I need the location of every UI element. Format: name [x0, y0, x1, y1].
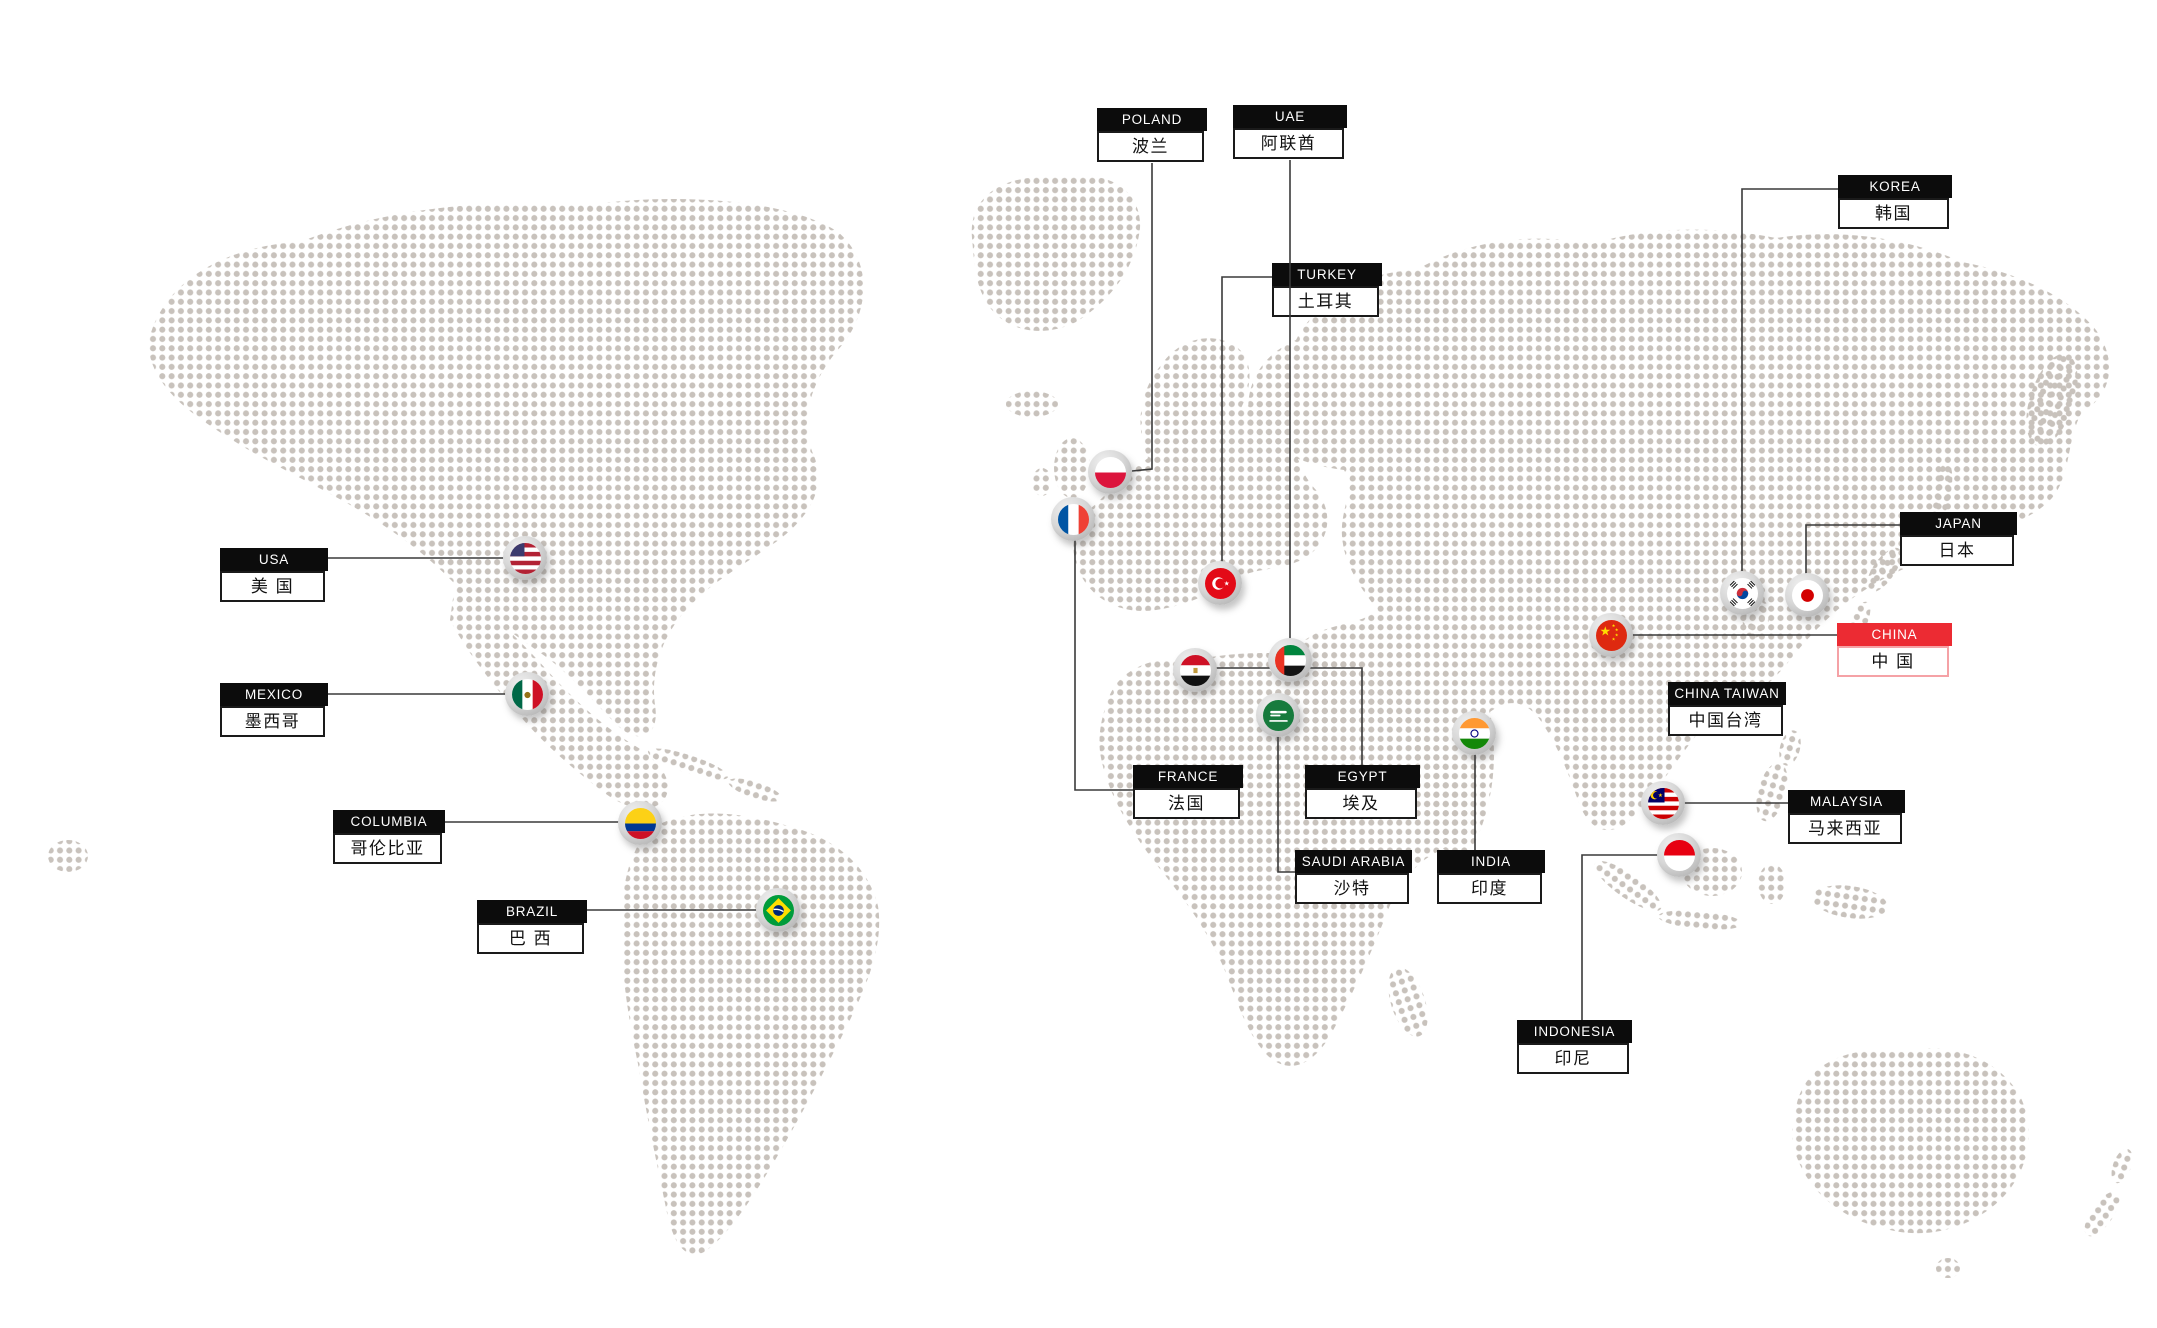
label-japan: JAPAN 日本	[1900, 512, 2017, 566]
label-china-taiwan-en: CHINA TAIWAN	[1668, 682, 1786, 705]
label-mexico: MEXICO 墨西哥	[220, 683, 328, 737]
tasmania	[1936, 1258, 1960, 1278]
uae-flag-marker	[1268, 638, 1312, 682]
sulawesi	[1758, 864, 1786, 904]
label-indonesia-zh: 印尼	[1517, 1043, 1629, 1074]
continent-north-america	[148, 199, 864, 737]
label-poland-en: POLAND	[1097, 108, 1207, 131]
continent-asia	[1248, 229, 2110, 855]
continent-south-america	[621, 813, 880, 1255]
sumatra	[1594, 861, 1662, 911]
label-china: CHINA 中 国	[1837, 623, 1952, 677]
colombia-flag-marker	[618, 801, 662, 845]
india-flag-marker	[1452, 711, 1496, 755]
label-turkey-en: TURKEY	[1272, 263, 1382, 286]
java	[1658, 910, 1742, 930]
brazil-flag-marker	[756, 888, 800, 932]
label-malaysia-zh: 马来西亚	[1788, 813, 1902, 844]
label-japan-zh: 日本	[1900, 535, 2014, 566]
malaysia-flag-marker	[1641, 781, 1685, 825]
turkey-flag-marker	[1198, 561, 1242, 605]
label-china-taiwan-zh: 中国台湾	[1668, 705, 1783, 736]
label-malaysia-en: MALAYSIA	[1788, 790, 1905, 813]
label-brazil-zh: 巴 西	[477, 923, 584, 954]
japan-flag-marker	[1785, 573, 1829, 617]
label-india: INDIA 印度	[1437, 850, 1545, 904]
label-uae: UAE 阿联酋	[1233, 105, 1347, 159]
china-flag-marker	[1589, 613, 1633, 657]
label-france-zh: 法国	[1133, 788, 1240, 819]
new-guinea	[1812, 885, 1888, 919]
label-saudi-arabia-zh: 沙特	[1295, 873, 1409, 904]
greenland	[971, 175, 1141, 331]
label-indonesia-en: INDONESIA	[1517, 1020, 1632, 1043]
continent-australia	[1792, 1048, 2029, 1234]
label-usa-en: USA	[220, 548, 328, 571]
label-turkey-zh: 土耳其	[1272, 286, 1379, 317]
label-egypt-en: EGYPT	[1305, 765, 1420, 788]
usa-flag-marker	[503, 536, 547, 580]
continent-central-america	[450, 584, 669, 809]
label-egypt-zh: 埃及	[1305, 788, 1417, 819]
label-columbia-zh: 哥伦比亚	[333, 833, 442, 864]
france-flag-marker	[1051, 497, 1095, 541]
philippines	[1756, 762, 1788, 822]
saudi-arabia-flag-marker	[1256, 693, 1300, 737]
label-usa-zh: 美 国	[220, 571, 325, 602]
label-korea-en: KOREA	[1838, 175, 1952, 198]
britain	[1054, 438, 1090, 498]
label-turkey: TURKEY 土耳其	[1272, 263, 1382, 317]
egypt-flag-marker	[1173, 648, 1217, 692]
label-mexico-zh: 墨西哥	[220, 706, 325, 737]
label-egypt: EGYPT 埃及	[1305, 765, 1420, 819]
label-france: FRANCE 法国	[1133, 765, 1243, 819]
indonesia-flag-marker	[1657, 833, 1701, 877]
mexico-flag-marker	[505, 672, 549, 716]
label-saudi-arabia: SAUDI ARABIA 沙特	[1295, 850, 1412, 904]
label-china-en: CHINA	[1837, 623, 1952, 646]
label-india-en: INDIA	[1437, 850, 1545, 873]
label-korea-zh: 韩国	[1838, 198, 1949, 229]
label-uae-zh: 阿联酋	[1233, 128, 1344, 159]
label-korea: KOREA 韩国	[1838, 175, 1952, 229]
label-poland-zh: 波兰	[1097, 131, 1204, 162]
new-zealand	[2084, 1191, 2120, 1237]
poland-flag-marker	[1088, 450, 1132, 494]
label-uae-en: UAE	[1233, 105, 1347, 128]
label-china-taiwan: CHINA TAIWAN 中国台湾	[1668, 682, 1786, 736]
label-usa: USA 美 国	[220, 548, 328, 602]
label-brazil-en: BRAZIL	[477, 900, 587, 923]
label-columbia: COLUMBIA 哥伦比亚	[333, 810, 445, 864]
label-saudi-arabia-en: SAUDI ARABIA	[1295, 850, 1412, 873]
label-japan-en: JAPAN	[1900, 512, 2017, 535]
label-mexico-en: MEXICO	[220, 683, 328, 706]
label-india-zh: 印度	[1437, 873, 1542, 904]
label-france-en: FRANCE	[1133, 765, 1243, 788]
label-china-zh: 中 国	[1837, 646, 1949, 677]
label-indonesia: INDONESIA 印尼	[1517, 1020, 1632, 1074]
korea-flag-marker	[1720, 571, 1764, 615]
madagascar	[1388, 967, 1428, 1037]
label-columbia-en: COLUMBIA	[333, 810, 445, 833]
label-poland: POLAND 波兰	[1097, 108, 1207, 162]
label-malaysia: MALAYSIA 马来西亚	[1788, 790, 1905, 844]
label-brazil: BRAZIL 巴 西	[477, 900, 587, 954]
iceland	[1006, 391, 1058, 417]
kamchatka	[2026, 353, 2078, 447]
